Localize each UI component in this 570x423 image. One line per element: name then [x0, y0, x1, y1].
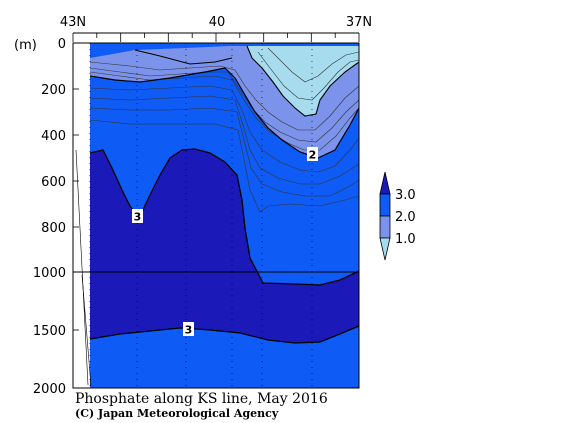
- depth-tick-label-200: 200: [41, 83, 66, 98]
- contour-label-3-lower: 3: [183, 322, 194, 337]
- legend-swatch-2-3: [379, 193, 391, 217]
- depth-ticks: [73, 42, 79, 389]
- fill-below-1-band: [247, 46, 359, 116]
- contour-line-2.0: [89, 67, 360, 159]
- section-edge-mark: [75, 149, 89, 386]
- legend-label-2.0: 2.0: [395, 210, 416, 225]
- contour-line-1.2: [89, 61, 360, 131]
- depth-axis: (m) 0 200 400 600 800 1000 1500 2000: [14, 37, 79, 397]
- top-axis-ticks: [72, 33, 360, 42]
- contour-line-2.8: [89, 119, 360, 213]
- depth-tick-label-2000: 2000: [33, 382, 66, 397]
- legend-label-3.0: 3.0: [395, 188, 416, 203]
- fill-above-3-core: [90, 149, 359, 343]
- contour-line-1.0-shelf: [134, 49, 233, 65]
- contour-lines: [89, 45, 360, 344]
- plot-border: [72, 42, 360, 389]
- contour-label-2: 2: [307, 147, 318, 162]
- contour-line-2.6: [89, 107, 360, 197]
- legend-swatch-above-3: [379, 171, 391, 195]
- legend-label-1.0: 1.0: [395, 232, 416, 247]
- contour-label-box: [183, 322, 194, 336]
- x-tick-label-37n: 37N: [346, 15, 372, 30]
- x-tick-label-43n: 43N: [60, 15, 86, 30]
- contour-label-3-upper: 3: [132, 209, 143, 224]
- color-legend: 3.0 2.0 1.0: [379, 171, 416, 261]
- contour-label-text: 3: [185, 324, 193, 337]
- contour-label-box: [307, 147, 318, 161]
- legend-swatch-1-2: [379, 215, 391, 239]
- contour-label-text: 3: [134, 211, 142, 224]
- depth-tick-label-0: 0: [58, 37, 66, 52]
- contour-line-0.8: [267, 47, 360, 83]
- contour-label-box: [132, 209, 143, 223]
- y-axis-label: (m): [14, 38, 37, 53]
- top-axis: 43N 40 37N: [60, 15, 372, 42]
- depth-tick-label-1000: 1000: [33, 266, 66, 281]
- contour-labels: 2 3 3: [132, 147, 318, 337]
- chart-title: Phosphate along KS line, May 2016: [75, 391, 328, 407]
- contour-line-0.9: [257, 51, 360, 101]
- legend-swatch-below-1: [379, 237, 391, 261]
- chart-credit: (C) Japan Meteorological Agency: [75, 407, 279, 420]
- contour-line-3.0-lower: [89, 325, 360, 344]
- contour-line-2.2: [89, 85, 360, 173]
- contour-line-3.0-upper: [89, 148, 360, 286]
- depth-tick-label-400: 400: [41, 129, 66, 144]
- section-edge-mark: [81, 274, 92, 387]
- x-tick-label-40: 40: [209, 15, 226, 30]
- contour-line-1.0: [246, 45, 360, 117]
- depth-tick-label-800: 800: [41, 221, 66, 236]
- fill-layers: [90, 43, 359, 388]
- contour-label-text: 2: [309, 149, 317, 162]
- plot-frame: [72, 42, 360, 389]
- depth-tick-label-1500: 1500: [33, 324, 66, 339]
- contour-line-2.4: [89, 95, 360, 185]
- depth-tick-label-600: 600: [41, 175, 66, 190]
